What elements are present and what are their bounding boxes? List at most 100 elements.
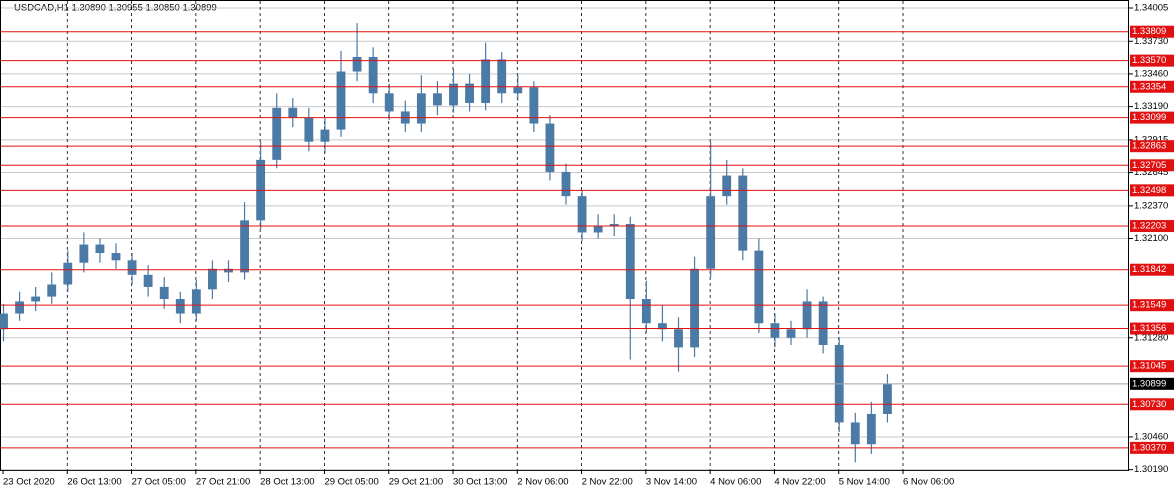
candle-body xyxy=(31,296,41,302)
level-label: 1.32203 xyxy=(1132,221,1166,232)
level-label: 1.33099 xyxy=(1132,112,1166,123)
y-tick-label: 1.33730 xyxy=(1134,36,1168,47)
x-tick-label: 30 Oct 13:00 xyxy=(453,477,507,488)
candle-body xyxy=(433,93,442,106)
candle-body xyxy=(706,196,716,269)
y-tick-label: 1.30460 xyxy=(1134,431,1168,442)
x-tick-label: 28 Oct 13:00 xyxy=(260,477,314,488)
plot-frame xyxy=(0,0,1129,471)
candle-body xyxy=(658,323,667,330)
candle-body xyxy=(593,226,603,233)
x-tick-label: 2 Nov 22:00 xyxy=(582,477,633,488)
x-tick-label: 26 Oct 13:00 xyxy=(67,477,121,488)
x-tick-label: 6 Nov 06:00 xyxy=(903,477,954,488)
y-tick-label: 1.32100 xyxy=(1134,233,1168,244)
candle-body xyxy=(850,422,860,445)
candle-body xyxy=(79,244,89,263)
candle-body xyxy=(802,301,812,330)
candle-body xyxy=(352,56,362,72)
current-price-label: 1.30899 xyxy=(1132,378,1166,389)
current-price-bg xyxy=(1130,377,1174,390)
y-tick-label: 1.32645 xyxy=(1134,167,1168,178)
candle-body xyxy=(561,171,571,197)
candle-body xyxy=(641,299,651,324)
candle-body xyxy=(47,284,57,297)
level-label: 1.31045 xyxy=(1132,361,1166,372)
candle-body xyxy=(384,93,394,112)
candle-body xyxy=(288,107,298,118)
candle-body xyxy=(449,83,458,106)
y-tick-label: 1.32915 xyxy=(1134,134,1168,145)
candle-body xyxy=(497,59,507,94)
candle-body xyxy=(143,274,153,287)
candle-body xyxy=(0,313,8,330)
candle-body xyxy=(770,323,780,338)
level-label: 1.33354 xyxy=(1132,81,1166,92)
x-tick-label: 29 Oct 21:00 xyxy=(389,477,443,488)
level-label-bg xyxy=(1130,220,1174,233)
level-label: 1.33570 xyxy=(1132,55,1166,66)
candle-body xyxy=(866,413,876,445)
level-label-bg xyxy=(1130,360,1174,373)
candle-body xyxy=(336,71,346,130)
candle-body xyxy=(63,262,73,285)
candle-body xyxy=(625,223,635,300)
candle-body xyxy=(883,383,892,414)
x-tick-label: 4 Nov 06:00 xyxy=(710,477,761,488)
candle-body xyxy=(304,117,314,142)
x-tick-label: 4 Nov 22:00 xyxy=(774,477,825,488)
y-tick-label: 1.33190 xyxy=(1134,101,1168,112)
level-label: 1.30370 xyxy=(1132,442,1166,453)
candle-body xyxy=(127,260,137,275)
candle-body xyxy=(481,59,491,103)
level-label-bg xyxy=(1130,25,1174,38)
level-label: 1.30730 xyxy=(1132,399,1166,410)
y-tick-label: 1.33460 xyxy=(1134,68,1168,79)
candle-body xyxy=(191,289,201,314)
candle-body xyxy=(738,175,748,251)
y-tick-label: 1.32370 xyxy=(1134,200,1168,211)
level-label: 1.32863 xyxy=(1132,141,1166,152)
candle-body xyxy=(786,329,796,338)
level-label-bg xyxy=(1130,263,1174,276)
candle-body xyxy=(609,223,619,227)
level-label-bg xyxy=(1130,398,1174,411)
candle-body xyxy=(15,301,24,314)
x-tick-label: 23 Oct 2020 xyxy=(3,477,55,488)
level-label-bg xyxy=(1130,54,1174,67)
level-label: 1.32498 xyxy=(1132,185,1166,196)
level-label: 1.31549 xyxy=(1132,300,1166,311)
candle-body xyxy=(208,268,217,290)
candle-body xyxy=(818,301,828,345)
level-label-bg xyxy=(1130,184,1174,197)
candle-body xyxy=(175,299,185,314)
candle-body xyxy=(240,220,249,273)
candle-body xyxy=(320,129,330,142)
level-label-bg xyxy=(1130,140,1174,153)
y-tick-label: 1.34005 xyxy=(1134,3,1168,14)
level-label: 1.33809 xyxy=(1132,26,1166,37)
level-label: 1.32705 xyxy=(1132,160,1166,171)
level-label-bg xyxy=(1130,441,1174,454)
candle-body xyxy=(368,56,378,94)
candle-body xyxy=(416,93,426,124)
candle-body xyxy=(465,83,474,103)
candle-body xyxy=(690,268,699,348)
x-tick-label: 27 Oct 05:00 xyxy=(132,477,186,488)
x-tick-label: 5 Nov 14:00 xyxy=(839,477,890,488)
level-label-bg xyxy=(1130,111,1174,124)
candle-body xyxy=(272,107,282,160)
candle-body xyxy=(529,87,539,124)
x-tick-label: 29 Oct 05:00 xyxy=(324,477,378,488)
level-label-bg xyxy=(1130,80,1174,93)
level-label: 1.31842 xyxy=(1132,264,1166,275)
x-tick-label: 27 Oct 21:00 xyxy=(196,477,250,488)
level-label-bg xyxy=(1130,299,1174,312)
level-label-bg xyxy=(1130,322,1174,335)
candle-body xyxy=(111,253,121,261)
candle-body xyxy=(159,286,169,300)
x-tick-label: 2 Nov 06:00 xyxy=(517,477,568,488)
x-tick-label: 3 Nov 14:00 xyxy=(646,477,697,488)
level-label-bg xyxy=(1130,159,1174,172)
